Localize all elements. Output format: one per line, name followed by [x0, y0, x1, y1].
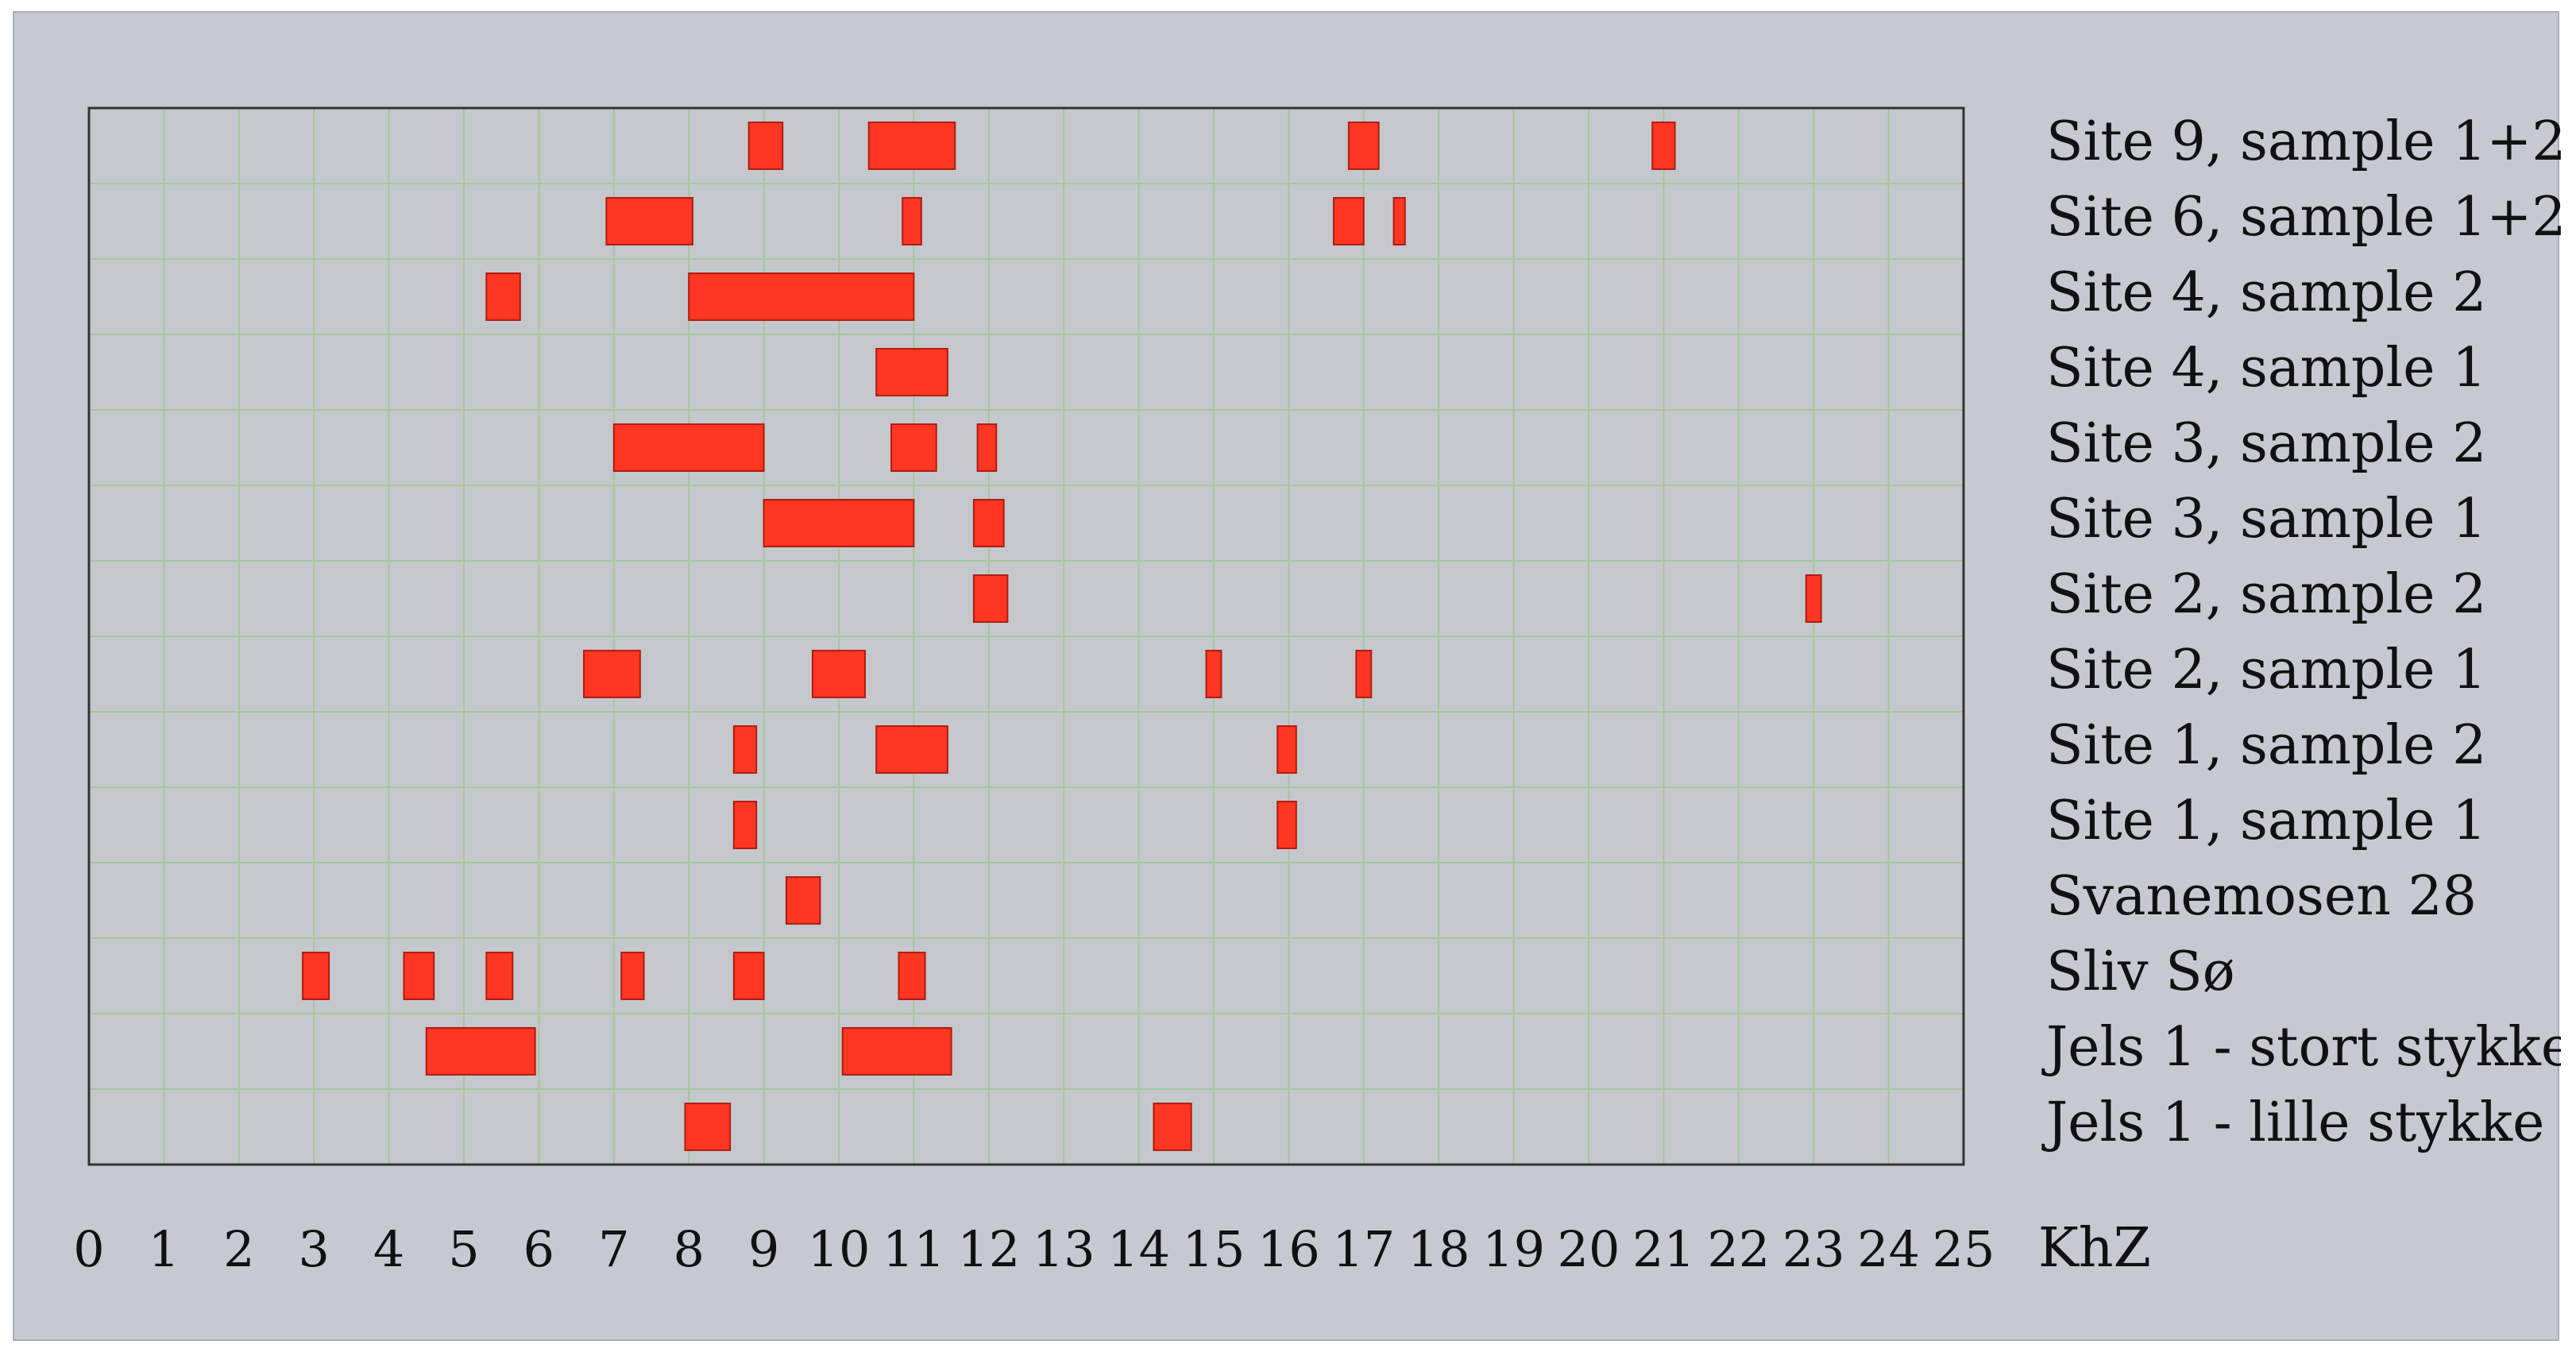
- x-tick-label: 20: [1558, 1220, 1620, 1278]
- x-tick-label: 12: [957, 1220, 1020, 1278]
- x-tick-labels: 0 1 2 3 4 5 6 7 8 9 10 11 12 13 14 15 16 17 18 19 20 21 22 23 24…: [73, 1220, 1995, 1278]
- x-tick-label: 16: [1257, 1220, 1320, 1278]
- plot-border: [87, 106, 1965, 1166]
- x-tick-label: 8: [673, 1220, 704, 1278]
- range-bar: [1276, 725, 1297, 774]
- x-tick-label: 10: [808, 1220, 871, 1278]
- row-label: Jels 1 - lille stykke: [2041, 1091, 2544, 1154]
- x-tick-label: 9: [748, 1220, 779, 1278]
- range-bar: [684, 1103, 732, 1151]
- figure-frame: Site 9, sample 1+2 Site 6, sample 1+2 Site…: [13, 11, 2561, 1341]
- range-bar: [898, 952, 926, 1000]
- x-tick-label: 22: [1707, 1220, 1770, 1278]
- row-label: Sliv Sø: [2046, 941, 2235, 1003]
- range-bar: [732, 725, 758, 774]
- row-label: Site 2, sample 2: [2046, 563, 2486, 626]
- range-bar: [972, 574, 1009, 623]
- x-tick-label: 15: [1183, 1220, 1246, 1278]
- range-bar: [485, 952, 514, 1000]
- range-bar: [583, 650, 641, 698]
- frequency-range-chart: Site 9, sample 1+2 Site 6, sample 1+2 Site…: [73, 106, 2561, 1280]
- x-tick-label: 11: [882, 1220, 945, 1278]
- row-label: Site 3, sample 2: [2046, 412, 2486, 475]
- range-bar: [485, 272, 521, 321]
- row-label: Site 2, sample 1: [2046, 639, 2486, 701]
- range-bar: [1392, 197, 1406, 245]
- range-bar: [425, 1027, 536, 1076]
- x-tick-label: 24: [1857, 1220, 1920, 1278]
- row-label: Site 1, sample 1: [2046, 790, 2486, 852]
- x-axis-unit-label: KhZ: [2038, 1217, 2151, 1280]
- range-bar: [1805, 574, 1822, 623]
- range-bar: [1276, 801, 1297, 849]
- range-bar: [732, 801, 758, 849]
- x-tick-label: 4: [373, 1220, 404, 1278]
- row-label: Site 1, sample 2: [2046, 714, 2486, 777]
- range-bar: [1355, 650, 1373, 698]
- range-bar: [1153, 1103, 1192, 1151]
- x-tick-label: 13: [1033, 1220, 1095, 1278]
- x-tick-label: 1: [149, 1220, 180, 1278]
- range-bar: [811, 650, 867, 698]
- row-label: Site 4, sample 2: [2046, 261, 2486, 324]
- range-bars: [302, 122, 1822, 1151]
- range-bar: [747, 122, 784, 170]
- range-bar: [732, 952, 765, 1000]
- x-tick-label: 2: [223, 1220, 254, 1278]
- row-label: Jels 1 - stort stykke: [2041, 1016, 2561, 1079]
- range-bar: [302, 952, 330, 1000]
- range-bar: [972, 499, 1005, 547]
- range-bar: [688, 272, 915, 321]
- x-tick-label: 5: [448, 1220, 479, 1278]
- row-label: Site 3, sample 1: [2046, 488, 2486, 551]
- range-bar: [875, 348, 948, 396]
- range-bar: [875, 725, 948, 774]
- range-bar: [403, 952, 435, 1000]
- row-labels: Site 9, sample 1+2 Site 6, sample 1+2 Site…: [2041, 110, 2561, 1154]
- range-bar: [763, 499, 915, 547]
- range-bar: [867, 122, 956, 170]
- range-bar: [902, 197, 922, 245]
- x-tick-label: 17: [1332, 1220, 1395, 1278]
- x-tick-label: 0: [73, 1220, 104, 1278]
- x-tick-label: 14: [1107, 1220, 1170, 1278]
- range-bar: [1347, 122, 1380, 170]
- range-bar: [1205, 650, 1222, 698]
- x-tick-label: 19: [1482, 1220, 1545, 1278]
- range-bar: [1651, 122, 1676, 170]
- range-bar: [1333, 197, 1365, 245]
- range-bar: [785, 876, 821, 925]
- row-label: Site 4, sample 1: [2046, 337, 2486, 400]
- x-tick-label: 3: [298, 1220, 329, 1278]
- range-bar: [841, 1027, 952, 1076]
- row-label: Svanemosen 28: [2046, 865, 2477, 928]
- range-bar: [976, 423, 998, 472]
- range-bar: [605, 197, 693, 245]
- range-bar: [620, 952, 645, 1000]
- row-label: Site 6, sample 1+2: [2046, 186, 2561, 249]
- range-bar: [890, 423, 937, 472]
- x-tick-label: 23: [1782, 1220, 1845, 1278]
- x-tick-label: 25: [1933, 1220, 1995, 1278]
- x-tick-label: 21: [1632, 1220, 1695, 1278]
- x-tick-label: 7: [598, 1220, 629, 1278]
- row-label: Site 9, sample 1+2: [2046, 110, 2561, 173]
- x-tick-label: 18: [1408, 1220, 1470, 1278]
- range-bar: [612, 423, 765, 472]
- x-tick-label: 6: [523, 1220, 554, 1278]
